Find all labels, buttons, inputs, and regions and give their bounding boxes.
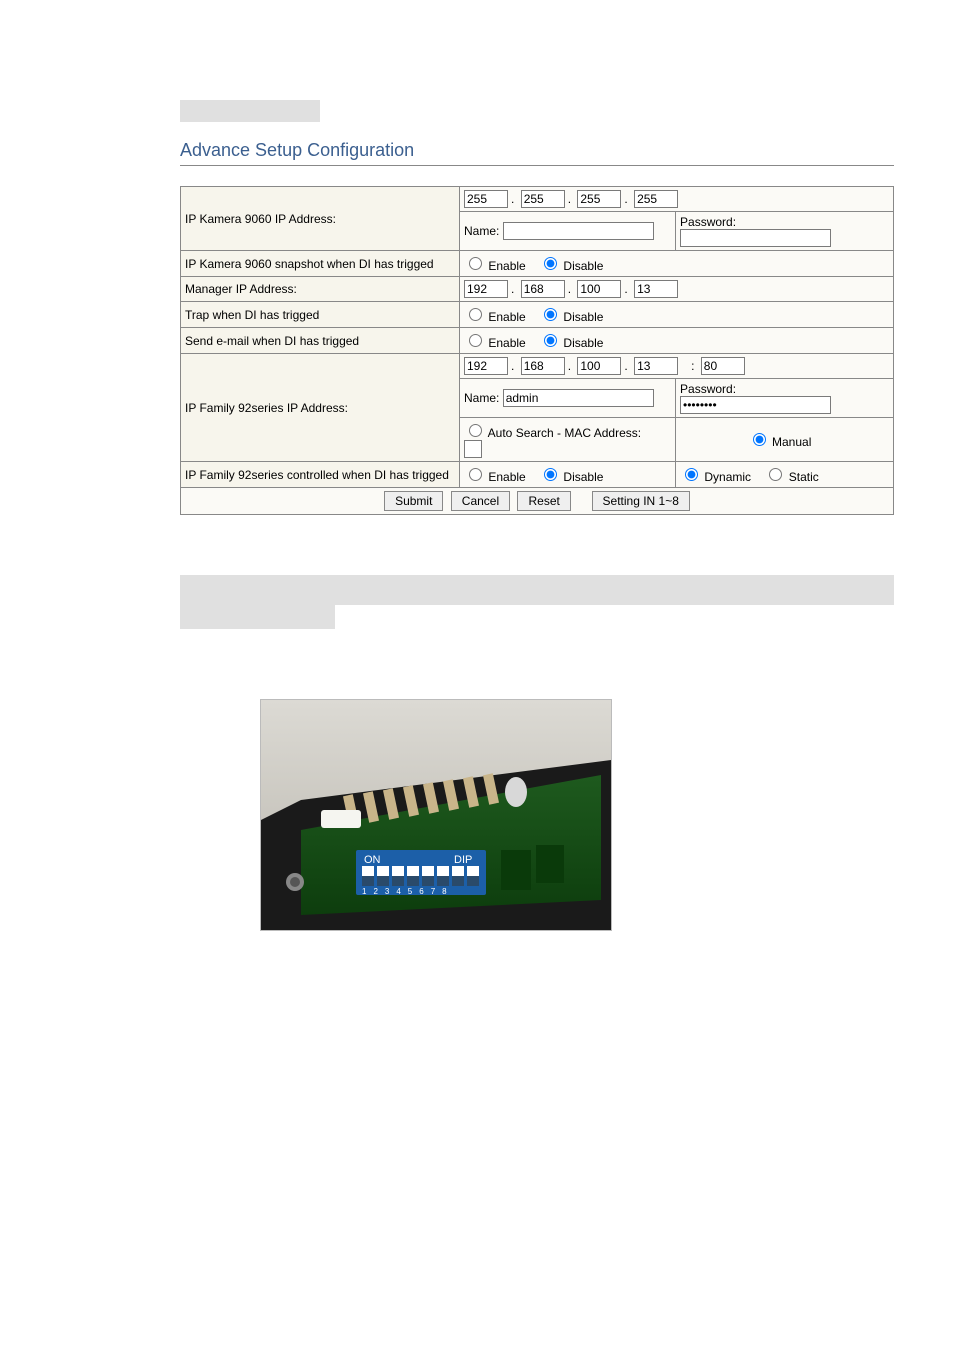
- family-pwd-cell: Password:: [676, 379, 894, 418]
- family-port[interactable]: [701, 357, 745, 375]
- family-ip-cell: . . . :: [460, 354, 894, 379]
- kamera-pwd-cell: Password:: [676, 212, 894, 251]
- gray-bar-wide: [180, 575, 894, 605]
- circuit-photo: ON DIP 1234567: [260, 699, 612, 931]
- kamera-ip-cell: . . .: [460, 187, 894, 212]
- snapshot-cell: Enable Disable: [460, 251, 894, 277]
- submit-button[interactable]: Submit: [384, 491, 443, 511]
- snapshot-label: IP Kamera 9060 snapshot when DI has trig…: [181, 251, 460, 277]
- kamera-ip-1[interactable]: [464, 190, 508, 208]
- page-title: Advance Setup Configuration: [180, 140, 894, 166]
- dip-label-text: DIP: [454, 854, 472, 866]
- family-pwd-input[interactable]: [680, 396, 831, 414]
- manager-ip-4[interactable]: [634, 280, 678, 298]
- dip-numbers-text: 12345678: [362, 887, 454, 896]
- manager-addr-label: Manager IP Address:: [181, 277, 460, 302]
- dip-on-text: ON: [364, 854, 381, 866]
- controlled-enable-cell: Enable Disable: [460, 462, 676, 488]
- trap-enable-radio[interactable]: [469, 308, 482, 321]
- photo-wrap: ON DIP 1234567: [260, 699, 894, 934]
- kamera-ip-2[interactable]: [521, 190, 565, 208]
- family-addr-label: IP Family 92series IP Address:: [181, 354, 460, 462]
- manual-radio[interactable]: [753, 433, 766, 446]
- kamera-ip-3[interactable]: [577, 190, 621, 208]
- gray-bar-short: [180, 605, 335, 629]
- trap-disable-radio[interactable]: [544, 308, 557, 321]
- autosearch-radio[interactable]: [469, 424, 482, 437]
- cancel-button[interactable]: Cancel: [451, 491, 510, 511]
- gray-bar-top: [180, 100, 320, 122]
- kamera-pwd-input[interactable]: [680, 229, 831, 247]
- family-ip-4[interactable]: [634, 357, 678, 375]
- email-label: Send e-mail when DI has trigged: [181, 328, 460, 354]
- family-ip-2[interactable]: [521, 357, 565, 375]
- controlled-label: IP Family 92series controlled when DI ha…: [181, 462, 460, 488]
- static-radio[interactable]: [769, 468, 782, 481]
- mac-input[interactable]: [464, 440, 482, 458]
- email-disable-radio[interactable]: [544, 334, 557, 347]
- family-pwd-label: Password:: [680, 382, 736, 396]
- email-cell: Enable Disable: [460, 328, 894, 354]
- pwd-label: Password:: [680, 215, 736, 229]
- buttons-row: Submit Cancel Reset Setting IN 1~8: [181, 488, 894, 515]
- family-name-cell: Name:: [460, 379, 676, 418]
- dynamic-radio[interactable]: [685, 468, 698, 481]
- trap-cell: Enable Disable: [460, 302, 894, 328]
- name-label: Name:: [464, 224, 499, 238]
- kamera-ip-4[interactable]: [634, 190, 678, 208]
- reset-button[interactable]: Reset: [517, 491, 570, 511]
- controlled-disable-radio[interactable]: [544, 468, 557, 481]
- family-name-input[interactable]: [503, 389, 654, 407]
- family-ip-3[interactable]: [577, 357, 621, 375]
- manager-ip-cell: . . .: [460, 277, 894, 302]
- manager-ip-3[interactable]: [577, 280, 621, 298]
- snapshot-disable-radio[interactable]: [544, 257, 557, 270]
- kamera-name-input[interactable]: [503, 222, 654, 240]
- trap-label: Trap when DI has trigged: [181, 302, 460, 328]
- controlled-mode-cell: Dynamic Static: [676, 462, 894, 488]
- controlled-enable-radio[interactable]: [469, 468, 482, 481]
- kamera-name-cell: Name:: [460, 212, 676, 251]
- manager-ip-2[interactable]: [521, 280, 565, 298]
- family-ip-1[interactable]: [464, 357, 508, 375]
- manual-cell: Manual: [676, 418, 894, 462]
- setting-button[interactable]: Setting IN 1~8: [592, 491, 690, 511]
- config-table: IP Kamera 9060 IP Address: . . . Name: P…: [180, 186, 894, 515]
- snapshot-enable-radio[interactable]: [469, 257, 482, 270]
- family-name-label: Name:: [464, 391, 499, 405]
- manager-ip-1[interactable]: [464, 280, 508, 298]
- kamera-addr-label: IP Kamera 9060 IP Address:: [181, 187, 460, 251]
- email-enable-radio[interactable]: [469, 334, 482, 347]
- autosearch-cell: Auto Search - MAC Address:: [460, 418, 676, 462]
